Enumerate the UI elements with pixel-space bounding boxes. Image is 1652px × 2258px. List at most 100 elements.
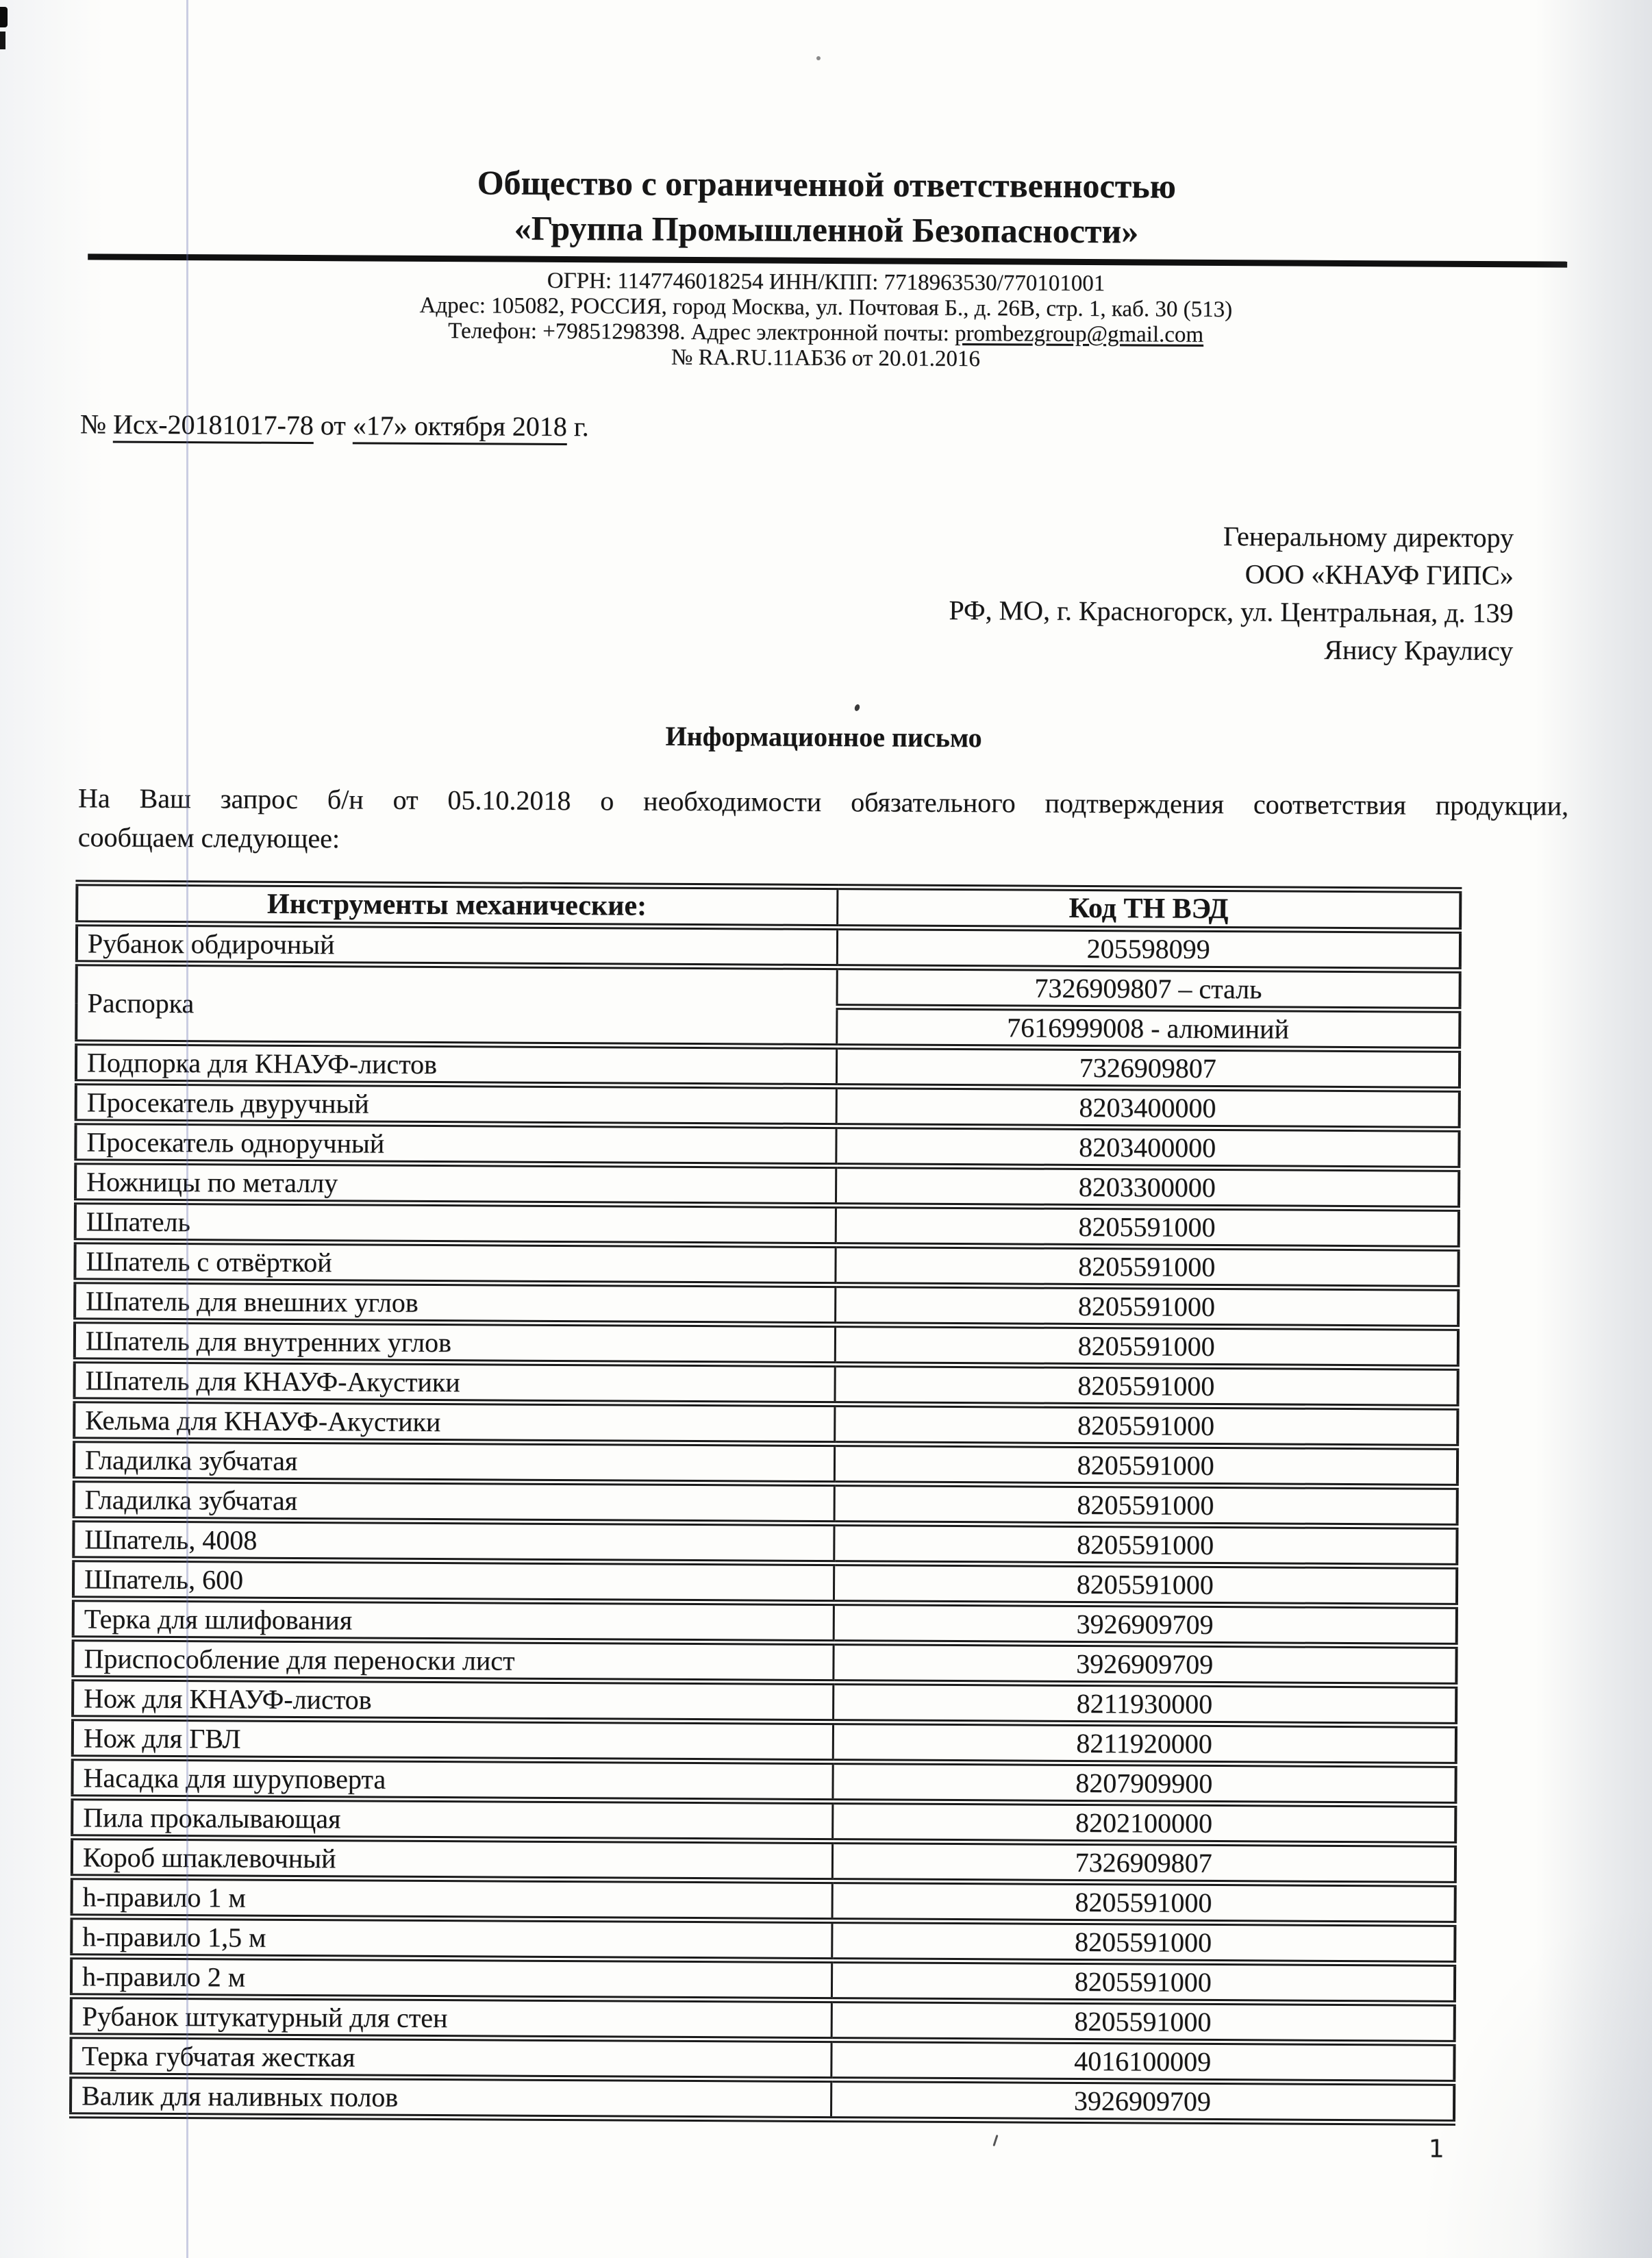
tools-table-wrapper: Инструменты механические: Код ТН ВЭД Руб… — [69, 880, 1462, 2126]
tool-name-cell: Распорка — [76, 963, 837, 1047]
scan-corner-shade — [1419, 1902, 1652, 2258]
company-name-line1: Общество с ограниченной ответственностью — [477, 163, 1177, 206]
tool-code-cell: 8202100000 — [832, 1801, 1456, 1845]
tool-code-cell: 8205591000 — [831, 2000, 1455, 2044]
tool-code-cell: 8205591000 — [834, 1443, 1458, 1487]
phone-text: Телефон: +79851298398. Адрес электронной… — [448, 319, 955, 346]
tool-code-cell: 8205591000 — [834, 1404, 1458, 1448]
table-row: Шпатель, 600 8205591000 — [73, 1559, 1457, 1606]
tool-name-cell: Шпатель для КНАУФ-Акустики — [74, 1360, 835, 1404]
recipient-person: Янису Краулису — [1324, 634, 1514, 667]
table-row: Валик для наливных полов 3926909709 — [71, 2075, 1455, 2123]
table-row: Гладилка зубчатая 8205591000 — [73, 1439, 1458, 1487]
table-row: h-правило 1 м 8205591000 — [71, 1876, 1455, 1924]
table-row: Шпатель для внешних углов 8205591000 — [75, 1280, 1459, 1328]
ref-tail: г. — [566, 411, 589, 443]
tool-name-cell: h-правило 1,5 м — [71, 1916, 832, 1961]
tool-code-cell: 8203400000 — [836, 1126, 1460, 1169]
tool-code-cell: 4016100009 — [831, 2039, 1455, 2083]
tool-code-cell: 7326909807 — [831, 1841, 1456, 1885]
table-row: Шпатель для КНАУФ-Акустики 8205591000 — [74, 1360, 1458, 1408]
scan-shadow-right — [1536, 0, 1652, 2258]
table-row: Просекатель одноручный 8203400000 — [75, 1121, 1460, 1169]
tools-table-body: Рубанок обдирочный 205598099 Распорка 73269… — [71, 923, 1461, 2123]
header-divider-rule — [88, 253, 1568, 268]
tool-code-cell: 8205591000 — [831, 1920, 1455, 1964]
table-row: Нож для КНАУФ-листов 8211930000 — [73, 1678, 1457, 1726]
tool-name-cell: Рубанок штукатурный для стен — [71, 1996, 831, 2040]
tool-name-cell: Подпорка для КНАУФ-листов — [75, 1042, 837, 1087]
table-row: h-правило 2 м 8205591000 — [71, 1956, 1455, 2004]
table-row: Гладилка зубчатая 8205591000 — [73, 1479, 1457, 1527]
tool-code-cell: 8207909900 — [832, 1761, 1456, 1805]
table-row: h-правило 1,5 м 8205591000 — [71, 1916, 1455, 1964]
table-row: Приспособление для переноски лист 3926909… — [73, 1638, 1457, 1686]
table-row: Нож для ГВЛ 8211920000 — [72, 1717, 1457, 1765]
code-column-header: Код ТН ВЭД — [837, 886, 1461, 931]
scan-speck — [816, 56, 821, 60]
ref-number: Исх-20181017-78 — [112, 408, 314, 445]
tool-name-cell: Рубанок обдирочный — [76, 923, 838, 967]
tool-name-cell: Шпатель для внешних углов — [75, 1280, 836, 1325]
tool-name-cell: Ножницы по металлу — [75, 1161, 836, 1206]
letter-title: Информационное письмо — [665, 720, 982, 754]
ref-conjunction: от — [313, 410, 353, 441]
scan-fold-line — [186, 0, 188, 2258]
tool-code-cell: 8205591000 — [834, 1523, 1457, 1567]
tools-table: Инструменты механические: Код ТН ВЭД Руб… — [69, 880, 1462, 2126]
tool-code-cell: 8205591000 — [834, 1364, 1458, 1408]
table-row: Шпатель для внутренних углов 8205591000 — [74, 1320, 1459, 1368]
tool-code-cell: 8203400000 — [836, 1086, 1460, 1130]
recipient-position: Генеральному директору — [1223, 521, 1514, 554]
intro-paragraph: На Ваш запрос б/н от 05.10.2018 о необхо… — [78, 778, 1569, 864]
tool-code-cell: 8205591000 — [831, 1881, 1455, 1924]
company-details: ОГРН: 1147746018254 ИНН/КПП: 7718963530/… — [0, 266, 1652, 376]
table-row: Рубанок штукатурный для стен 8205591000 — [71, 1996, 1455, 2044]
ref-date: «17» октября 2018 — [352, 410, 567, 446]
table-row: Терка губчатая жесткая 4016100009 — [71, 2035, 1455, 2083]
table-row: Шпатель с отвёрткой 8205591000 — [75, 1241, 1459, 1289]
tool-name-cell: Терка губчатая жесткая — [71, 2035, 831, 2080]
table-row: Короб шпаклевочный 7326909807 — [71, 1837, 1456, 1885]
outgoing-reference-line: № Исх-20181017-78 от «17» октября 2018 г… — [80, 407, 589, 446]
tool-code-cell: 8205591000 — [835, 1205, 1459, 1249]
tool-name-cell: Валик для наливных полов — [71, 2075, 831, 2120]
table-row: Распорка 7326909807 – сталь — [76, 963, 1460, 1047]
tool-code-cell: 8205591000 — [833, 1563, 1457, 1606]
tool-code-cell: 7326909807 – сталь — [836, 967, 1460, 1010]
tool-code-cell: 3926909709 — [833, 1602, 1457, 1646]
tool-code-cell: 8205591000 — [834, 1324, 1459, 1368]
table-row: Шпатель 8205591000 — [75, 1201, 1459, 1249]
table-row: Ножницы по металлу 8203300000 — [75, 1161, 1460, 1209]
tool-code-cell: 7616999008 - алюминий — [836, 1006, 1460, 1050]
scan-shadow-left — [0, 0, 130, 2258]
tool-code-cell: 8205591000 — [835, 1245, 1459, 1289]
tool-code-cell: 8211920000 — [832, 1722, 1457, 1765]
tool-code-cell: 205598099 — [836, 927, 1461, 971]
email-text: prombezgroup@gmail.com — [954, 321, 1204, 347]
tool-code-cell: 3926909709 — [833, 1642, 1457, 1686]
table-row: Терка для шлифования 3926909709 — [73, 1598, 1457, 1646]
table-row: Пила прокалывающая 8202100000 — [72, 1797, 1456, 1845]
table-row: Кельма для КНАУФ-Акустики 8205591000 — [74, 1400, 1458, 1448]
tool-name-cell: Просекатель двуручный — [75, 1082, 836, 1126]
scan-edge-mark — [0, 7, 8, 27]
tool-name-cell: Шпатель — [75, 1201, 836, 1245]
tool-code-cell: 8205591000 — [834, 1483, 1457, 1527]
tool-code-cell: 3926909709 — [831, 2079, 1455, 2123]
tool-name-cell: Шпатель с отвёрткой — [75, 1241, 836, 1285]
recipient-block: Генеральному директору ООО «КНАУФ ГИПС» … — [949, 516, 1514, 669]
table-row: Рубанок обдирочный 205598099 — [76, 923, 1461, 971]
intro-line2: сообщаем следующее: — [77, 821, 340, 854]
recipient-address: РФ, МО, г. Красногорск, ул. Центральная,… — [949, 594, 1514, 629]
tool-name-cell: Просекатель одноручный — [75, 1121, 836, 1166]
tool-code-cell: 8211930000 — [833, 1682, 1457, 1726]
tool-code-cell: 8205591000 — [831, 1960, 1455, 2004]
tool-code-cell: 8205591000 — [835, 1285, 1459, 1328]
company-name: Общество с ограниченной ответственностью… — [0, 158, 1652, 257]
table-row: Подпорка для КНАУФ-листов 7326909807 — [75, 1042, 1460, 1090]
scan-edge-mark — [0, 32, 5, 49]
tool-code-cell: 7326909807 — [836, 1046, 1460, 1090]
